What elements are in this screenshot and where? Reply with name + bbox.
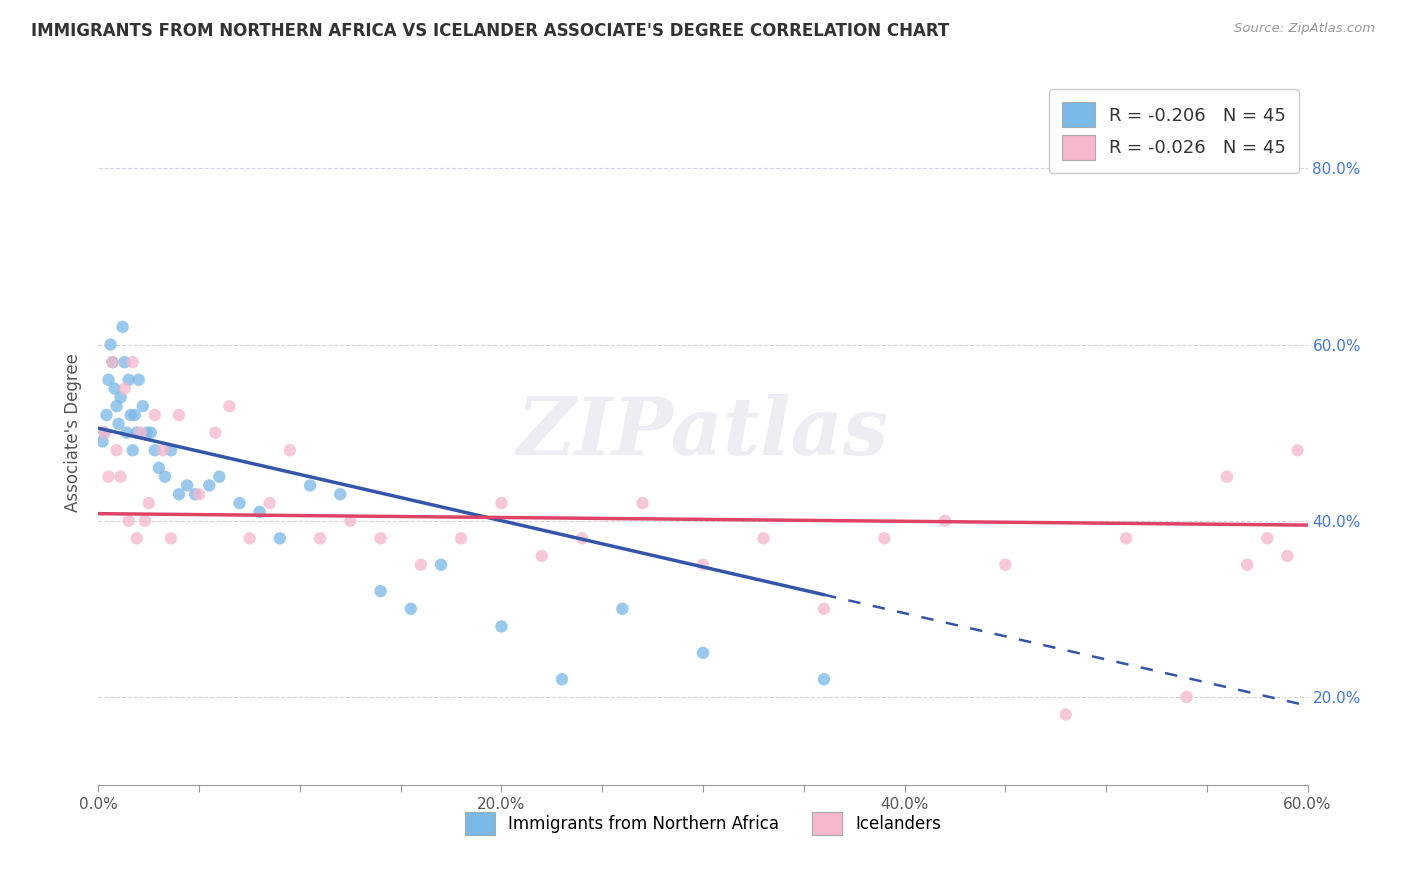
- Point: [91, 434, 114, 449]
- Point: [93, 425, 115, 440]
- Point: [105, 399, 128, 413]
- Point: [105, 443, 128, 458]
- Point: [118, 373, 141, 387]
- Point: [1256, 531, 1278, 545]
- Point: [208, 469, 231, 483]
- Text: IMMIGRANTS FROM NORTHERN AFRICA VS ICELANDER ASSOCIATE'S DEGREE CORRELATION CHAR: IMMIGRANTS FROM NORTHERN AFRICA VS ICELA…: [31, 22, 949, 40]
- Point: [218, 399, 240, 413]
- Point: [132, 399, 155, 413]
- Point: [101, 355, 124, 369]
- Point: [143, 443, 166, 458]
- Point: [692, 646, 714, 660]
- Point: [1286, 443, 1309, 458]
- Point: [249, 505, 271, 519]
- Point: [107, 417, 129, 431]
- Point: [152, 443, 174, 458]
- Point: [176, 478, 198, 492]
- Point: [184, 487, 207, 501]
- Point: [138, 496, 160, 510]
- Point: [97, 373, 120, 387]
- Point: [153, 469, 176, 483]
- Point: [370, 531, 392, 545]
- Point: [450, 531, 472, 545]
- Point: [994, 558, 1017, 572]
- Point: [148, 460, 170, 475]
- Point: [1115, 531, 1137, 545]
- Point: [103, 382, 125, 396]
- Point: [125, 531, 148, 545]
- Point: [114, 382, 136, 396]
- Point: [1216, 469, 1239, 483]
- Point: [160, 443, 183, 458]
- Point: [167, 487, 190, 501]
- Point: [873, 531, 896, 545]
- Point: [934, 514, 956, 528]
- Point: [139, 425, 162, 440]
- Legend: Immigrants from Northern Africa, Icelanders: Immigrants from Northern Africa, Iceland…: [453, 800, 953, 847]
- Point: [551, 673, 574, 687]
- Point: [228, 496, 250, 510]
- Point: [813, 601, 835, 615]
- Point: [269, 531, 291, 545]
- Point: [631, 496, 654, 510]
- Point: [198, 478, 221, 492]
- Point: [491, 619, 513, 633]
- Point: [239, 531, 262, 545]
- Point: [93, 425, 115, 440]
- Point: [167, 408, 190, 422]
- Point: [309, 531, 332, 545]
- Point: [571, 531, 593, 545]
- Point: [110, 390, 132, 404]
- Point: [101, 355, 124, 369]
- Point: [491, 496, 513, 510]
- Point: [100, 337, 122, 351]
- Point: [1337, 232, 1360, 246]
- Point: [813, 673, 835, 687]
- Point: [97, 469, 120, 483]
- Point: [204, 425, 226, 440]
- Point: [339, 514, 361, 528]
- Point: [115, 425, 138, 440]
- Point: [110, 469, 132, 483]
- Point: [121, 355, 143, 369]
- Point: [530, 549, 553, 563]
- Y-axis label: Associate's Degree: Associate's Degree: [65, 353, 83, 512]
- Point: [135, 425, 157, 440]
- Point: [370, 584, 392, 599]
- Point: [121, 443, 143, 458]
- Point: [128, 373, 150, 387]
- Point: [278, 443, 301, 458]
- Point: [259, 496, 281, 510]
- Point: [430, 558, 453, 572]
- Point: [120, 408, 142, 422]
- Point: [409, 558, 432, 572]
- Point: [111, 319, 134, 334]
- Point: [612, 601, 634, 615]
- Point: [134, 514, 156, 528]
- Point: [125, 425, 148, 440]
- Point: [124, 408, 146, 422]
- Point: [1054, 707, 1077, 722]
- Point: [692, 558, 714, 572]
- Point: [329, 487, 352, 501]
- Point: [160, 531, 183, 545]
- Point: [1236, 558, 1258, 572]
- Point: [118, 514, 141, 528]
- Point: [1277, 549, 1299, 563]
- Point: [143, 408, 166, 422]
- Text: Source: ZipAtlas.com: Source: ZipAtlas.com: [1234, 22, 1375, 36]
- Point: [1175, 690, 1198, 704]
- Point: [299, 478, 322, 492]
- Point: [129, 425, 152, 440]
- Point: [752, 531, 775, 545]
- Point: [114, 355, 136, 369]
- Point: [188, 487, 211, 501]
- Point: [399, 601, 422, 615]
- Point: [96, 408, 118, 422]
- Text: ZIPatlas: ZIPatlas: [517, 394, 889, 471]
